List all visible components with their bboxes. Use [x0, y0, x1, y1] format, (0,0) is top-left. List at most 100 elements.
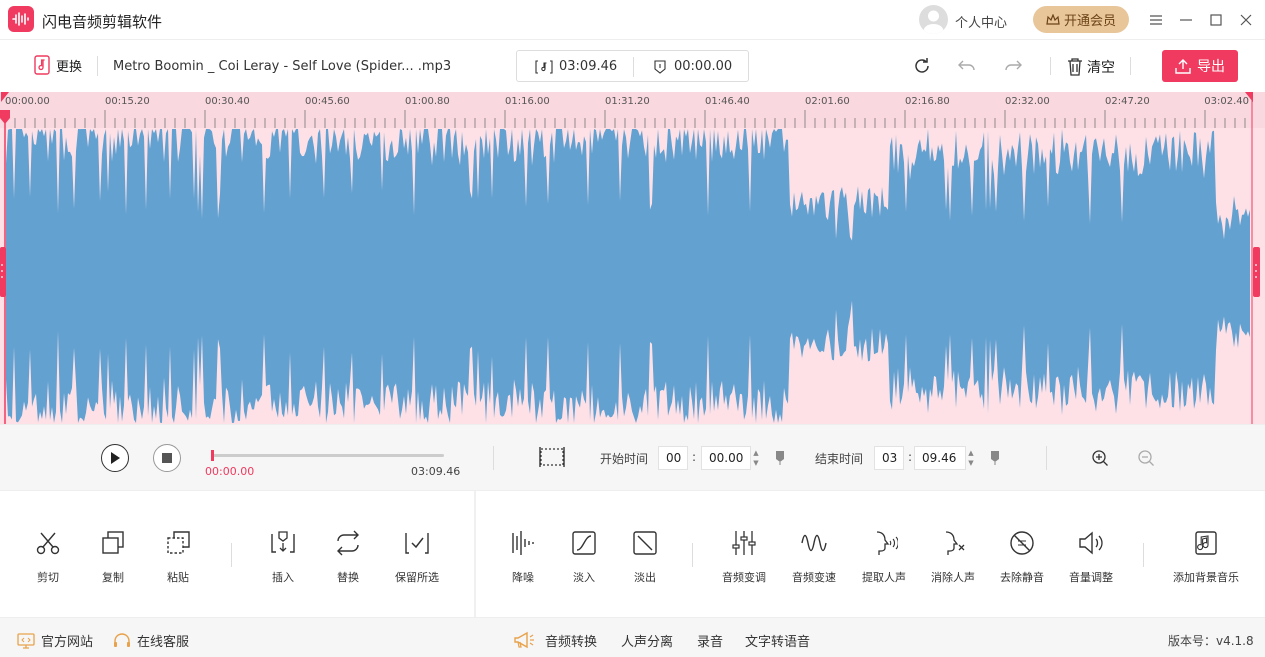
total-time: 03:09.46 — [411, 465, 461, 478]
fade-out-tool[interactable]: 淡出 — [610, 529, 680, 585]
play-button[interactable] — [101, 444, 129, 472]
headset-icon — [114, 632, 130, 647]
denoise-icon — [512, 531, 534, 555]
duration-display: 03:09.46 — [535, 59, 617, 74]
tick-label: 02:47.20 — [1105, 96, 1150, 107]
playhead-handle[interactable] — [0, 110, 10, 124]
tick-label: 01:31.20 — [605, 96, 650, 107]
monitor-icon — [17, 632, 35, 649]
maximize-icon[interactable] — [1206, 10, 1226, 30]
insert-tool[interactable]: 插入 — [248, 529, 318, 585]
marker-icon — [654, 59, 666, 74]
tool-label: 音频变调 — [722, 571, 766, 584]
music-bracket-icon — [535, 59, 553, 74]
tool-label: 剪切 — [37, 571, 59, 584]
close-icon[interactable] — [1236, 10, 1256, 30]
remove-vocal-tool[interactable]: 消除人声 — [918, 529, 988, 585]
minimize-icon[interactable] — [1176, 10, 1196, 30]
avatar[interactable] — [919, 5, 948, 34]
remove-silence-tool[interactable]: 去除静音 — [987, 529, 1057, 585]
online-support-link[interactable]: 在线客服 — [113, 631, 189, 650]
volume-icon — [1079, 531, 1103, 555]
volume-tool[interactable]: 音量调整 — [1056, 529, 1126, 585]
footer-bar: 官方网站 在线客服 音频转换 人声分离 录音 文字转语音 版本号：v4.1.8 — [0, 617, 1265, 657]
stop-icon — [162, 453, 172, 463]
pitch-tool[interactable]: 音频变调 — [709, 529, 779, 585]
clear-label: 清空 — [1087, 60, 1115, 76]
divider — [97, 56, 98, 76]
pitch-icon — [732, 531, 756, 555]
stop-button[interactable] — [153, 444, 181, 472]
upload-icon — [1175, 59, 1191, 74]
start-seconds-input[interactable]: 00.00 — [701, 446, 751, 470]
vip-label: 开通会员 — [1063, 14, 1116, 29]
tick-label: 00:00.00 — [5, 96, 50, 107]
official-website-link[interactable]: 官方网站 — [17, 631, 93, 650]
add-bgm-tool[interactable]: 添加背景音乐 — [1171, 529, 1241, 585]
tool-label: 淡入 — [573, 571, 595, 584]
time-info-box: 03:09.46 00:00.00 — [516, 50, 749, 82]
zoom-out-icon[interactable] — [1137, 449, 1155, 467]
progress-knob[interactable] — [211, 450, 214, 461]
record-link[interactable]: 录音 — [697, 635, 724, 650]
playback-progress[interactable] — [211, 450, 444, 461]
play-icon — [111, 452, 120, 464]
tool-label: 添加背景音乐 — [1173, 571, 1239, 584]
redo-icon[interactable] — [1003, 56, 1023, 76]
tool-label: 消除人声 — [931, 571, 975, 584]
tick-label: 01:00.80 — [405, 96, 450, 107]
megaphone-icon — [513, 631, 535, 649]
tool-label: 音量调整 — [1069, 571, 1113, 584]
replace-tool[interactable]: 替换 — [313, 529, 383, 585]
cut-tool[interactable]: 剪切 — [13, 529, 83, 585]
trash-icon — [1068, 58, 1082, 76]
waveform-editor[interactable]: 00:00.00 00:15.20 00:30.40 00:45.60 01:00.80… — [0, 92, 1265, 424]
extract-vocal-tool[interactable]: 提取人声 — [849, 529, 919, 585]
end-marker[interactable] — [1245, 92, 1253, 102]
vocal-separation-link[interactable]: 人声分离 — [621, 635, 674, 650]
keep-selection-tool[interactable]: 保留所选 — [382, 529, 452, 585]
replace-icon — [337, 530, 359, 556]
export-button[interactable]: 导出 — [1162, 50, 1238, 82]
start-time-stepper[interactable]: ▲ ▼ — [753, 449, 759, 467]
vip-button[interactable]: 开通会员 — [1033, 6, 1129, 33]
paste-tool[interactable]: 粘贴 — [143, 529, 213, 585]
audio-convert-link[interactable]: 音频转换 — [545, 635, 598, 650]
duration-value: 03:09.46 — [559, 59, 618, 74]
tool-label: 插入 — [272, 571, 294, 584]
undo-icon[interactable] — [957, 56, 977, 76]
start-pin-icon[interactable] — [775, 450, 785, 466]
clear-button[interactable]: 清空 — [1067, 57, 1115, 77]
text-to-speech-link[interactable]: 文字转语音 — [745, 635, 811, 650]
app-logo-icon — [8, 6, 34, 32]
start-minutes-input[interactable]: 00 — [658, 446, 688, 470]
fade-in-tool[interactable]: 淡入 — [549, 529, 619, 585]
end-minutes-input[interactable]: 03 — [874, 446, 904, 470]
edit-tools-panel: 剪切 复制 粘贴 插入 替换 保留所选 降噪 淡入 淡出 音频变调 音频变速 — [0, 490, 1265, 617]
tick-label: 00:15.20 — [105, 96, 150, 107]
refresh-icon[interactable] — [912, 56, 932, 76]
zoom-in-icon[interactable] — [1091, 449, 1109, 467]
tool-label: 粘贴 — [167, 571, 189, 584]
tick-label: 00:30.40 — [205, 96, 250, 107]
left-selection-handle[interactable] — [0, 247, 6, 297]
end-seconds-input[interactable]: 09.46 — [914, 446, 966, 470]
user-center-link[interactable]: 个人中心 — [955, 16, 1008, 31]
select-all-icon[interactable] — [539, 445, 565, 469]
replace-file-button[interactable]: 更换 — [34, 55, 82, 75]
official-website-label: 官方网站 — [41, 635, 94, 650]
remove-vocal-icon — [945, 531, 965, 555]
denoise-tool[interactable]: 降噪 — [488, 529, 558, 585]
copy-tool[interactable]: 复制 — [78, 529, 148, 585]
end-time-stepper[interactable]: ▲ ▼ — [968, 449, 974, 467]
start-marker[interactable] — [1, 92, 9, 102]
tool-label: 音频变速 — [792, 571, 836, 584]
menu-icon[interactable] — [1146, 10, 1166, 30]
selection-length-value: 00:00.00 — [674, 59, 733, 74]
bgm-icon — [1195, 531, 1217, 555]
end-pin-icon[interactable] — [990, 450, 1000, 466]
speed-tool[interactable]: 音频变速 — [779, 529, 849, 585]
tool-label: 淡出 — [634, 571, 656, 584]
title-bar: 闪电音频剪辑软件 个人中心 开通会员 — [0, 0, 1265, 40]
music-file-icon — [34, 55, 50, 75]
